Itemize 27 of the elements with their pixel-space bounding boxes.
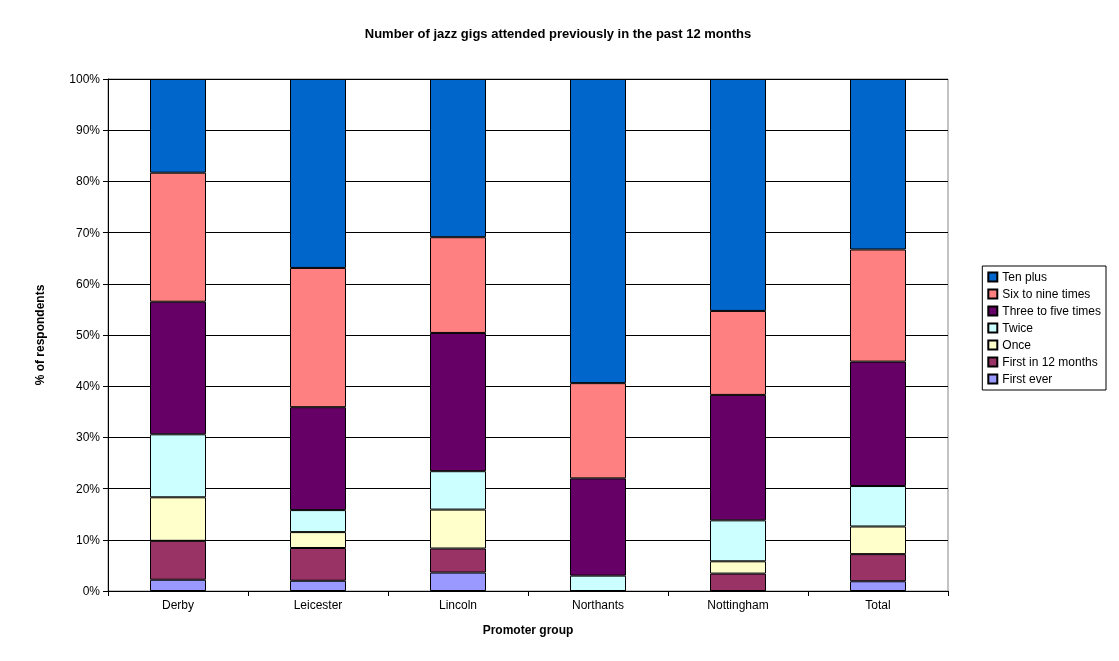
legend-label: Three to five times [1002, 304, 1101, 318]
y-tick-label: 30% [75, 430, 101, 445]
x-tick-label: Northants [571, 598, 625, 612]
legend-label: Twice [1002, 321, 1034, 335]
y-tick-label: 20% [75, 481, 101, 496]
y-tick-label: 40% [75, 379, 101, 394]
y-axis-title: % of respondents [33, 284, 47, 386]
y-tick-label: 90% [75, 123, 101, 138]
x-tick-label: Derby [161, 598, 195, 612]
y-tick-label: 70% [75, 225, 101, 240]
y-tick-label: 10% [75, 532, 101, 547]
x-tick-label: Lincoln [438, 598, 478, 612]
x-tick-label: Leicester [293, 598, 343, 612]
x-axis-title: Promoter group [482, 623, 574, 637]
y-tick-label: 100% [69, 72, 101, 86]
x-tick-label: Total [865, 598, 891, 612]
legend-label: Ten plus [1002, 270, 1047, 284]
legend-label: First ever [1002, 372, 1053, 386]
x-tick-label: Nottingham [707, 598, 769, 612]
y-tick-label: 0% [82, 584, 101, 598]
legend-label: First in 12 months [1002, 355, 1098, 369]
legend-label: Six to nine times [1002, 287, 1091, 301]
legend-label: Once [1002, 338, 1032, 352]
y-tick-label: 60% [75, 276, 101, 291]
y-tick-label: 50% [75, 328, 101, 342]
y-tick-label: 80% [75, 174, 101, 189]
chart-title: Number of jazz gigs attended previously in the past 12 months [364, 26, 752, 41]
